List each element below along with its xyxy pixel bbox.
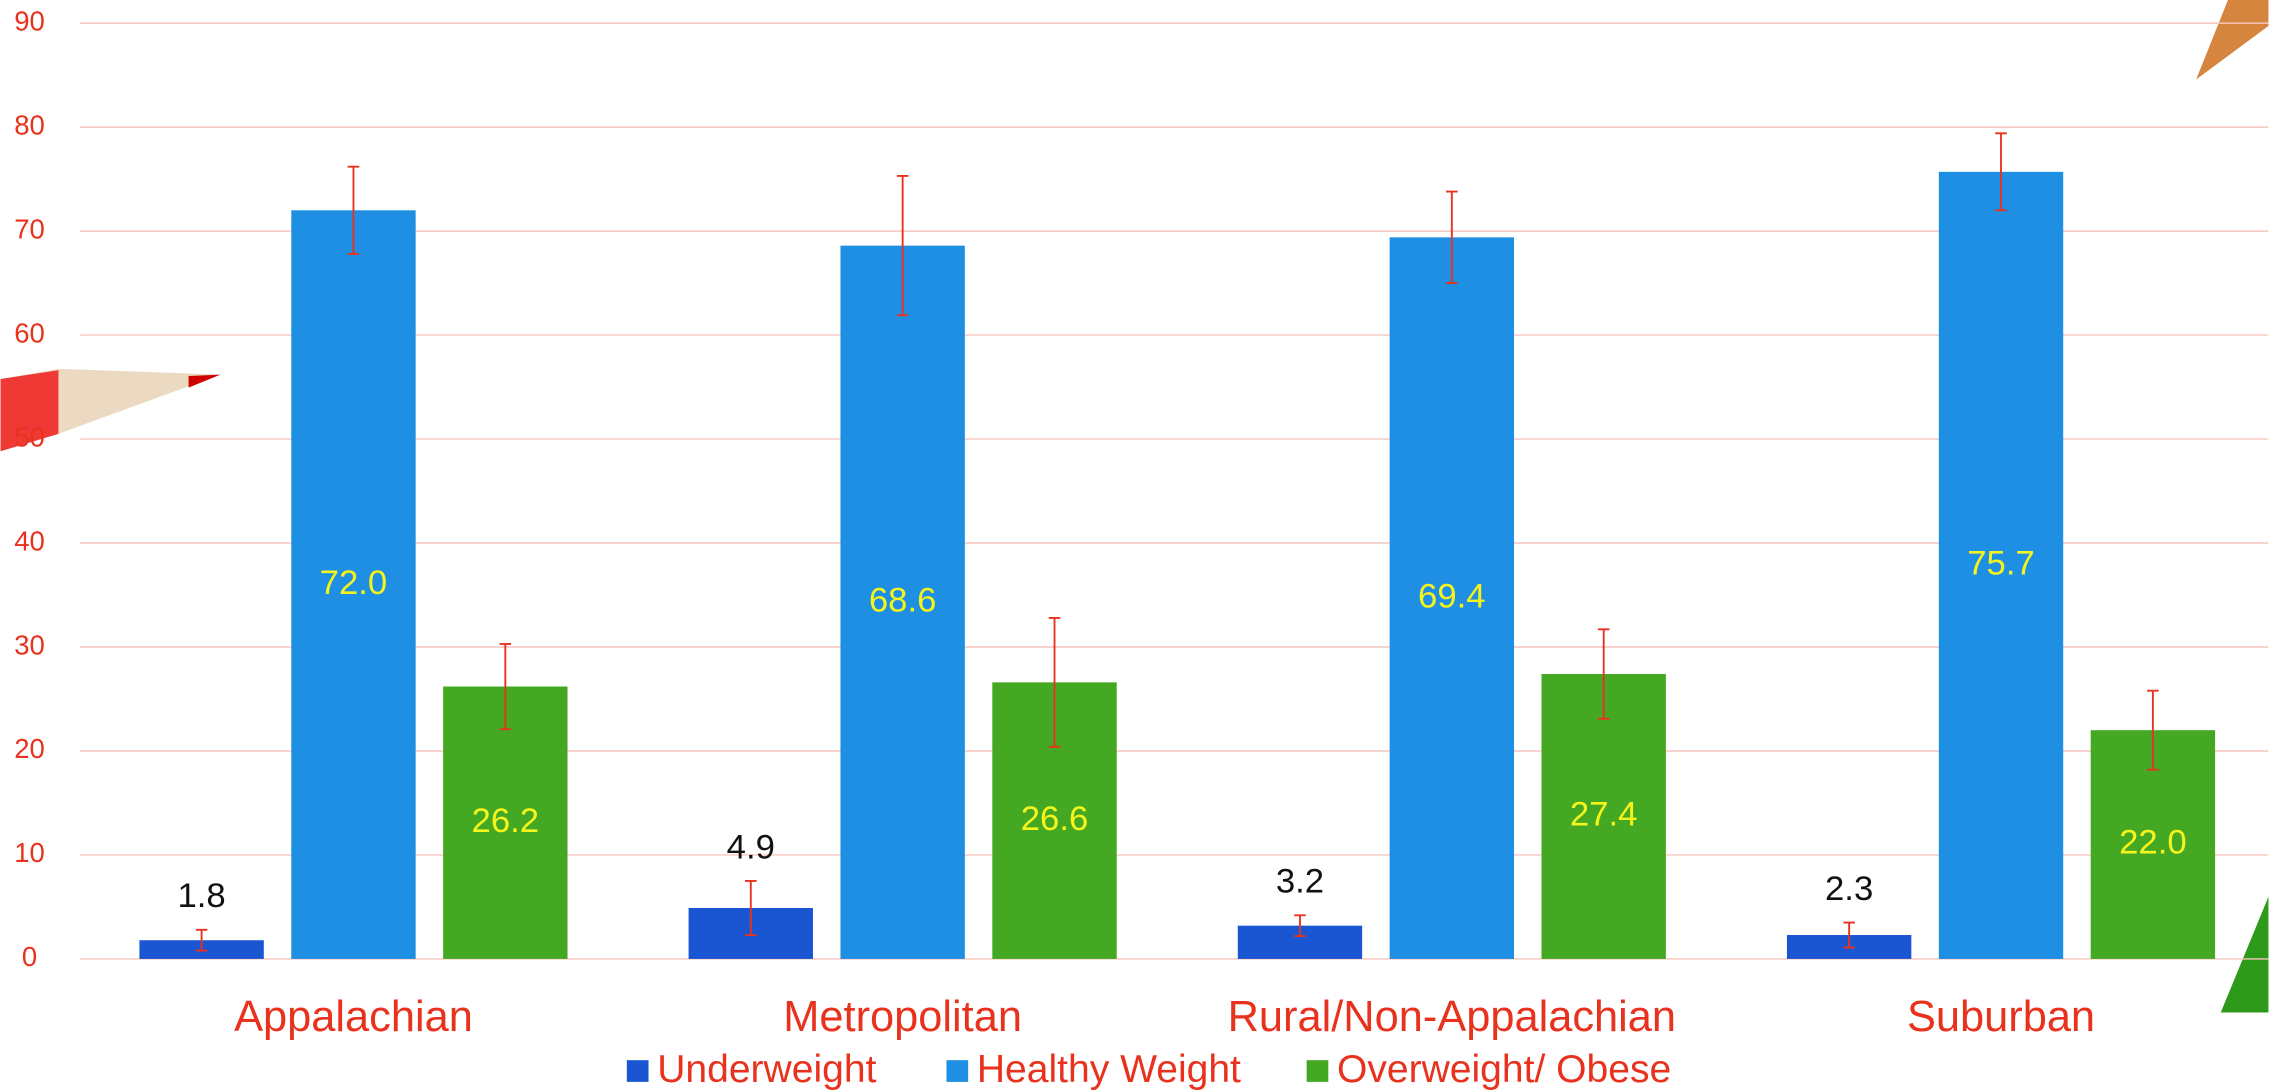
y-tick-label: 40 [14,525,45,556]
y-tick-label: 70 [14,213,45,244]
data-label: 72.0 [320,564,388,602]
chart: 0 10 20 30 40 50 60 70 80 90 Appalachian 1.8 72.0 26.… [0,0,2269,1092]
y-tick-label: 80 [14,109,45,140]
legend-label: Underweight [657,1048,876,1091]
y-tick-label: 90 [14,5,45,36]
x-tick-label: Appalachian [234,993,473,1041]
data-label: 26.2 [472,802,540,840]
legend-label: Overweight/ Obese [1337,1048,1671,1091]
data-label: 75.7 [1967,545,2035,583]
x-tick-label: Metropolitan [783,993,1022,1041]
data-label: 2.3 [1825,870,1873,908]
data-label: 68.6 [869,581,937,619]
y-tick-label: 50 [14,421,45,452]
data-label: 27.4 [1570,796,1638,834]
y-tick-label: 10 [14,837,45,868]
y-tick-label: 60 [14,317,45,348]
data-label: 4.9 [727,828,775,866]
data-label: 1.8 [177,877,225,915]
data-label: 22.0 [2119,824,2187,862]
x-tick-label: Rural/Non-Appalachian [1228,993,1676,1041]
y-tick-label: 30 [14,629,45,660]
legend-swatch [627,1060,649,1082]
x-tick-label: Suburban [1907,993,2095,1041]
data-label: 26.6 [1021,800,1089,838]
data-label: 69.4 [1418,577,1486,615]
y-tick-label: 20 [14,733,45,764]
legend-swatch [1307,1060,1329,1082]
legend-label: Healthy Weight [977,1048,1241,1091]
data-label: 3.2 [1276,863,1324,901]
y-tick-label: 0 [22,941,37,972]
legend-swatch [946,1060,968,1082]
